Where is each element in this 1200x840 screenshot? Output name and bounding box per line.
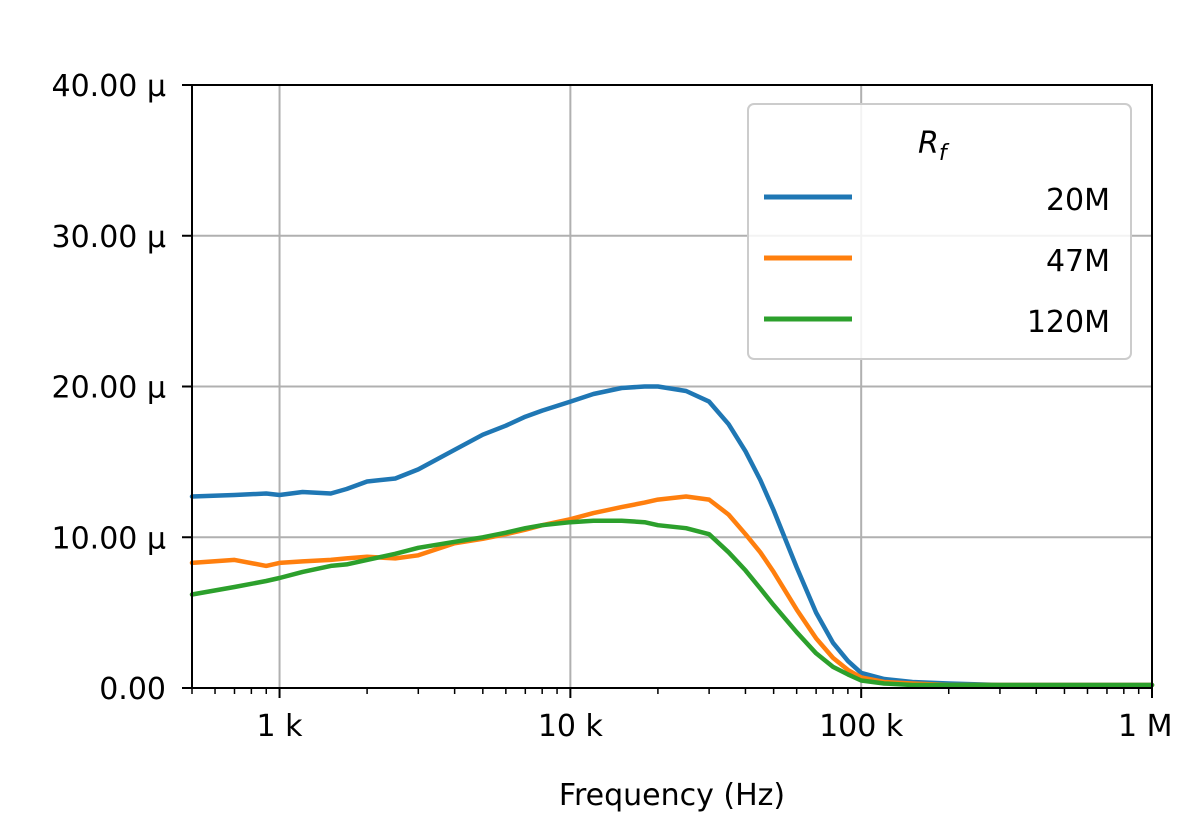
legend-title-subscript: f	[939, 141, 950, 166]
series-lines	[189, 384, 1155, 688]
legend-title: Rf	[918, 126, 950, 166]
x-axis-ticks: 1 k 10 k 100 k 1 M	[191, 688, 1173, 744]
legend: Rf 20M 47M 120M	[747, 103, 1132, 360]
legend-label-20M: 20M	[1046, 183, 1110, 218]
x-axis-label: Frequency (Hz)	[559, 778, 785, 813]
y-axis-ticks: 0.00 10.00 μ 20.00 μ 30.00 μ 40.00 μ	[51, 69, 192, 707]
y-tick-label: 10.00 μ	[51, 521, 166, 556]
x-tick-label: 10 k	[538, 709, 604, 744]
y-tick-label: 40.00 μ	[51, 69, 166, 104]
legend-entries: 20M 47M 120M	[764, 183, 1110, 340]
y-tick-label: 0.00	[99, 672, 166, 707]
y-tick-label: 30.00 μ	[51, 220, 166, 255]
x-tick-label: 100 k	[819, 709, 904, 744]
legend-label-120M: 120M	[1027, 305, 1110, 340]
legend-label-47M: 47M	[1046, 244, 1110, 279]
x-tick-label: 1 M	[1118, 709, 1173, 744]
x-tick-label: 1 k	[257, 709, 304, 744]
series-line-120M	[189, 518, 1155, 688]
y-tick-label: 20.00 μ	[51, 371, 166, 406]
legend-title-main: R	[918, 126, 939, 161]
series-line-20M	[189, 384, 1155, 688]
legend-box	[747, 103, 1132, 360]
